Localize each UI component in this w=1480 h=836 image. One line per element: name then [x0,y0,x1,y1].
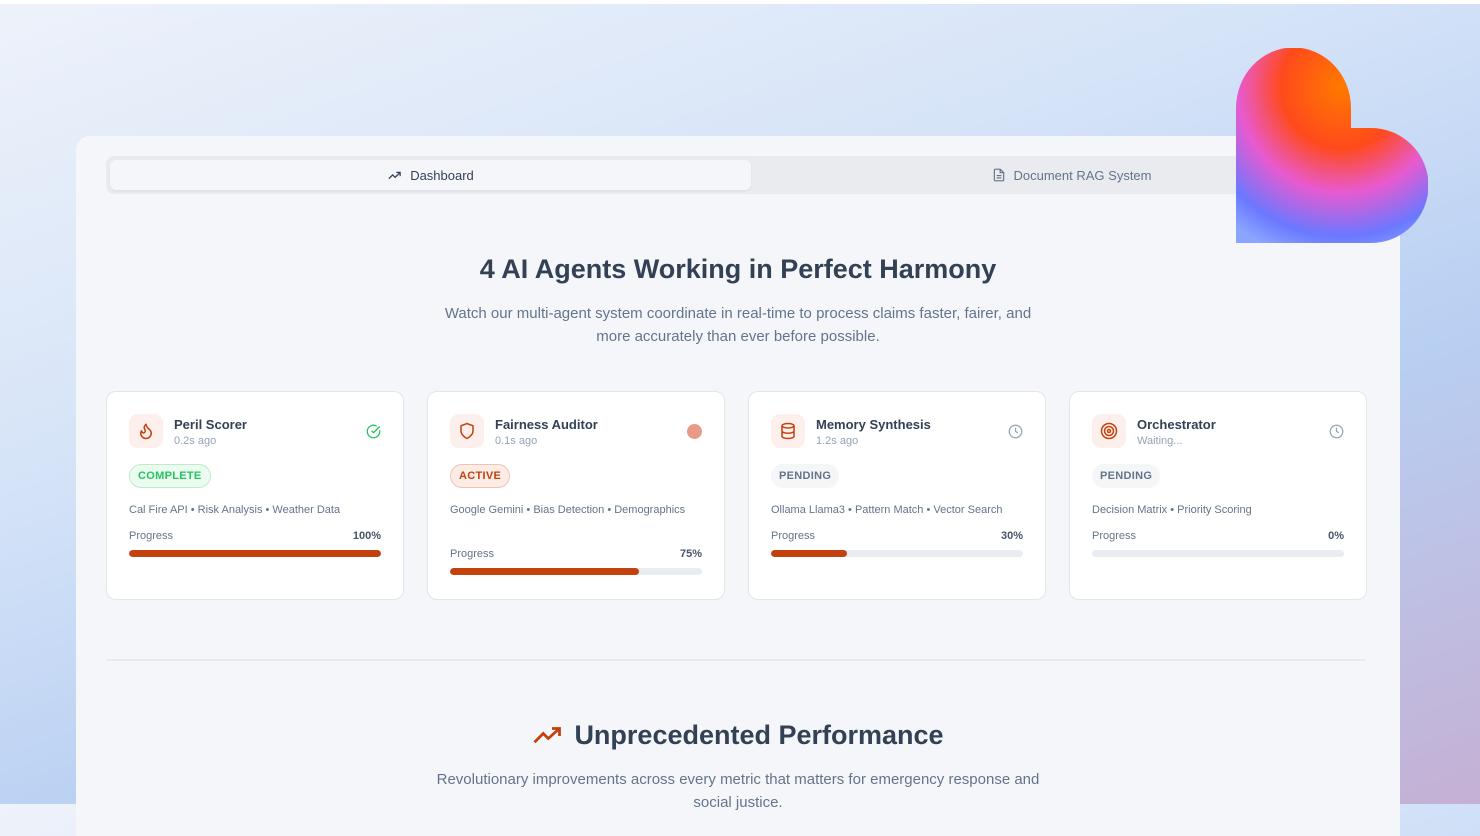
agent-tags: Cal Fire API • Risk Analysis • Weather D… [129,504,341,516]
agent-time: 0.2s ago [174,435,217,447]
tab-dashboard[interactable]: Dashboard [110,160,751,190]
section-divider [106,659,1366,661]
database-icon [771,414,805,448]
progress-label: Progress [1092,530,1137,542]
agent-tags: Google Gemini • Bias Detection • Demogra… [450,504,686,516]
trending-up-icon [533,726,562,743]
progress-value: 0% [1328,530,1344,542]
progress-bar [129,550,381,557]
status-badge: ACTIVE [450,464,511,488]
main-panel: Dashboard Document RAG System 4 AI Agent… [76,136,1400,836]
progress-value: 30% [1000,530,1023,542]
agent-name: Memory Synthesis [816,417,931,432]
agent-card-peril-scorer: Peril Scorer 0.2s ago COMPLETE Cal Fire … [106,391,404,600]
performance-title: Unprecedented Performance [76,720,1400,751]
progress-fill [129,550,381,557]
tab-label: Dashboard [410,167,474,183]
progress-fill [450,568,639,575]
check-circle-icon [366,424,381,439]
tab-document-rag[interactable]: Document RAG System [751,160,1392,190]
flame-icon [129,414,163,448]
performance-title-text: Unprecedented Performance [574,720,944,750]
agent-card-orchestrator: Orchestrator Waiting... PENDING Decision… [1069,391,1367,600]
progress-label: Progress [129,530,174,542]
clock-icon [1329,424,1344,439]
agent-name: Peril Scorer [174,417,247,432]
progress-bar [771,550,1023,557]
agent-time: 0.1s ago [495,435,538,447]
performance-subtitle: Revolutionary improvements across every … [436,771,1040,811]
top-strip [0,0,1480,4]
shield-icon [450,414,484,448]
hero-title: 4 AI Agents Working in Perfect Harmony [479,254,997,284]
agent-tags: Decision Matrix • Priority Scoring [1092,504,1252,516]
status-badge: PENDING [1092,464,1161,488]
trending-up-icon [388,171,401,179]
progress-value: 100% [352,530,381,542]
agent-name: Orchestrator [1137,417,1216,432]
tab-bar: Dashboard Document RAG System [106,156,1396,194]
progress-label: Progress [771,530,816,542]
active-dot-icon [687,424,702,439]
progress-label: Progress [450,548,495,560]
hero-subtitle: Watch our multi-agent system coordinate … [444,305,1032,345]
agent-time: 1.2s ago [816,435,859,447]
document-icon [993,168,1004,182]
heart-logo-icon [1236,48,1428,243]
progress-fill [771,550,847,557]
clock-icon [1008,424,1023,439]
status-badge: PENDING [771,464,840,488]
agent-card-fairness-auditor: Fairness Auditor 0.1s ago ACTIVE Google … [427,391,725,600]
agent-time: Waiting... [1137,435,1183,447]
agent-cards: Peril Scorer 0.2s ago COMPLETE Cal Fire … [106,391,1367,600]
agent-tags: Ollama Llama3 • Pattern Match • Vector S… [771,504,1003,516]
progress-bar [450,568,702,575]
tab-label: Document RAG System [1013,167,1152,183]
agent-card-memory-synthesis: Memory Synthesis 1.2s ago PENDING Ollama… [748,391,1046,600]
target-icon [1092,414,1126,448]
progress-bar [1092,550,1344,557]
agent-name: Fairness Auditor [495,417,598,432]
status-badge: COMPLETE [129,464,211,488]
progress-value: 75% [679,548,702,560]
